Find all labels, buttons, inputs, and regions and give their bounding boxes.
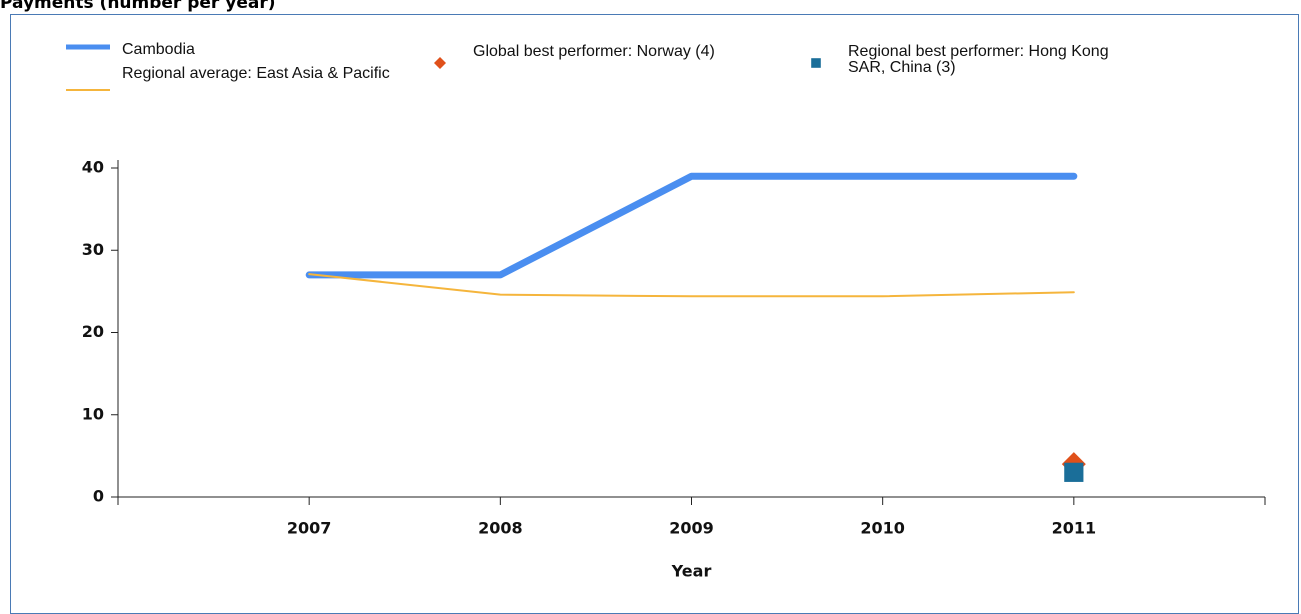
- legend-label: Cambodia: [122, 41, 195, 58]
- marker: [1064, 462, 1084, 482]
- legend-symbol: [434, 57, 446, 69]
- x-axis-title: Year: [671, 562, 712, 581]
- x-tick-label: 2008: [478, 519, 523, 538]
- x-tick-label: 2011: [1052, 519, 1097, 538]
- legend-symbol: [811, 58, 821, 68]
- line-series: [308, 273, 1075, 298]
- y-tick-label: 0: [93, 487, 104, 506]
- y-tick-label: 10: [82, 404, 104, 423]
- line-series: [305, 172, 1078, 279]
- y-tick-label: 20: [82, 322, 104, 341]
- x-tick-label: 2009: [669, 519, 714, 538]
- x-tick-label: 2010: [860, 519, 905, 538]
- legend-label: Global best performer: Norway (4): [473, 43, 715, 60]
- y-tick-label: 30: [82, 240, 104, 259]
- legend-label: Regional best performer: Hong Kong SAR, …: [848, 43, 1109, 76]
- x-tick-label: 2007: [287, 519, 332, 538]
- chart-title: Payments (number per year): [0, 0, 276, 13]
- y-tick-label: 40: [82, 158, 104, 177]
- legend-label: Regional average: East Asia & Pacific: [122, 65, 390, 82]
